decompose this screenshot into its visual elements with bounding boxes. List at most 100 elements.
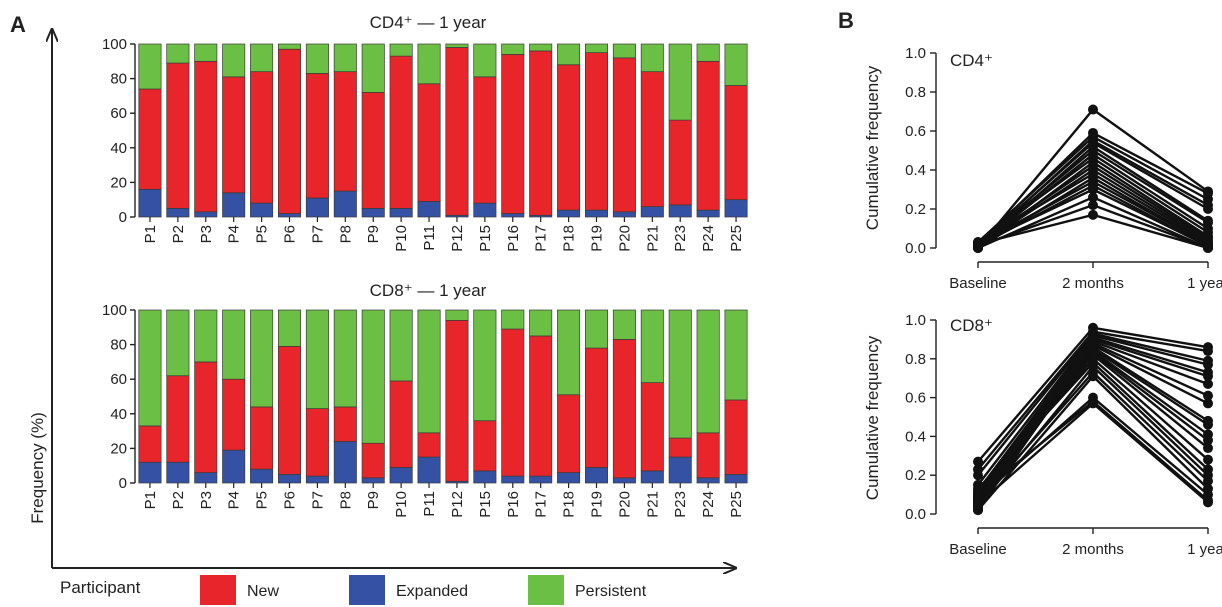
cd4-line-data-point <box>1088 200 1098 211</box>
cd8-ytick-label: 60 <box>110 371 127 388</box>
cd8-bar-expanded-p24 <box>696 477 720 484</box>
cd8-xtick-label: P17 <box>533 491 550 518</box>
cd4-bar-persistent-p23 <box>668 43 692 121</box>
cd8-bar-persistent-p19 <box>584 309 609 349</box>
cd4-ytick-label: 60 <box>110 105 127 122</box>
cd4-line-data-point <box>973 239 983 250</box>
cd4-bar-persistent-p7 <box>305 43 329 74</box>
cd4-bar-new-p19 <box>584 52 609 211</box>
cd4-bar-new-p9 <box>361 92 385 209</box>
cd8-line-ytick-label: 0.8 <box>905 351 926 368</box>
cd4-bar-persistent-p3 <box>194 43 218 62</box>
cd8-bar-persistent-p1 <box>138 309 162 427</box>
cd4-bar-expanded-p1 <box>138 188 162 218</box>
cd4-bar-new-p20 <box>612 57 636 213</box>
cd4-bar-new-p23 <box>668 119 692 206</box>
cd4-bar-expanded-p11 <box>417 201 441 218</box>
legend-label-new: New <box>247 583 279 600</box>
cd8-bar-new-p2 <box>166 375 190 463</box>
cd4-bar-persistent-p24 <box>696 43 720 62</box>
cd4-xtick-label: P6 <box>282 225 299 243</box>
cd8-bar-persistent-p7 <box>305 309 329 409</box>
cd8-bar-persistent-p17 <box>529 309 553 337</box>
cd4-line-xtick-label: 1 year <box>1187 275 1222 292</box>
cd4-bar-expanded-p24 <box>696 209 720 218</box>
cd4-line-ytick-label: 1.0 <box>905 45 926 62</box>
cd4-xtick-label: P21 <box>644 225 661 252</box>
cd4-bar-expanded-p4 <box>222 192 246 218</box>
legend-swatch-new <box>200 575 236 605</box>
cd8-bar-persistent-p8 <box>333 309 357 408</box>
cd4-bar-new-p25 <box>724 85 748 201</box>
cd4-line-ytick-label: 0.2 <box>905 201 926 218</box>
cd8-bar-persistent-p10 <box>389 309 413 382</box>
cd8-xtick-label: P11 <box>421 491 438 517</box>
cd4-cumulative-axis-label: Cumulative frequency <box>863 65 882 230</box>
cd8-stacked-bar-chart: CD8⁺ — 1 year 0 20 40 60 80 100 P1 P2 P3 P4 P5 P6 P7… <box>102 281 748 518</box>
cd4-xtick-label: P16 <box>505 225 522 252</box>
cd8-bar-expanded-p23 <box>668 456 692 484</box>
cd8-line-data-point <box>1203 346 1213 357</box>
cd8-line-data-point <box>1203 371 1213 382</box>
cd4-line-xtick-label: 2 months <box>1062 275 1124 292</box>
cd8-line-data-point <box>1203 359 1213 370</box>
cd8-ytick-label: 0 <box>119 475 127 492</box>
cd4-bar-persistent-p11 <box>417 43 441 85</box>
cd8-cumulative-axis-label: Cumulative frequency <box>863 335 882 500</box>
cd4-bar-expanded-p20 <box>612 211 636 218</box>
cd4-bar-expanded-p15 <box>473 202 497 218</box>
cd8-line-data-point <box>1203 379 1213 390</box>
cd4-bar-new-p11 <box>417 83 441 202</box>
cd4-xtick-label: P1 <box>142 225 159 243</box>
cd4-bar-persistent-p9 <box>361 43 385 93</box>
cd8-bar-expanded-p11 <box>417 456 441 484</box>
cd4-bar-new-p24 <box>696 60 720 211</box>
cd8-xtick-label: P23 <box>672 491 689 518</box>
cd8-line-data-point <box>1203 390 1213 401</box>
cd4-line-xtick-label: Baseline <box>949 275 1007 292</box>
cd4-bar-persistent-p4 <box>222 43 246 78</box>
cd8-bar-new-p20 <box>612 339 636 479</box>
cd4-xtick-label: P17 <box>533 225 550 252</box>
cd8-bar-expanded-p1 <box>138 461 162 484</box>
cd8-line-ytick-label: 0.4 <box>905 428 926 445</box>
cd8-bar-persistent-p23 <box>668 309 692 439</box>
cd8-line-xtick-label: 1 year <box>1187 541 1222 558</box>
cd4-line-data-point <box>1088 184 1098 195</box>
cd8-bar-new-p21 <box>640 382 664 472</box>
cd4-bar-expanded-p19 <box>584 209 609 218</box>
cd4-xtick-label: P25 <box>728 225 745 252</box>
cd8-xtick-label: P21 <box>644 491 661 518</box>
cd8-bar-expanded-p20 <box>612 477 636 484</box>
cd4-bar-expanded-p25 <box>724 199 748 218</box>
cd4-line-ytick-label: 0.6 <box>905 123 926 140</box>
cd4-line-data-point <box>1088 104 1098 115</box>
cd8-line-xtick-label: 2 months <box>1062 541 1124 558</box>
cd8-bar-expanded-p8 <box>333 441 357 484</box>
cd4-bar-persistent-p10 <box>389 43 413 57</box>
cd4-chart-title: CD4⁺ — 1 year <box>370 13 487 32</box>
cd4-bar-expanded-p8 <box>333 190 357 218</box>
cd8-bar-persistent-p9 <box>361 309 385 444</box>
cd4-xtick-label: P19 <box>589 225 606 252</box>
cd8-line-data-point <box>1203 419 1213 430</box>
legend-label-expanded: Expanded <box>396 583 468 600</box>
cd8-bar-persistent-p3 <box>194 309 218 363</box>
cd8-xtick-label: P6 <box>282 491 299 509</box>
cd4-bar-new-p6 <box>277 48 302 214</box>
cd8-xtick-label: P5 <box>254 491 271 509</box>
cd4-bar-persistent-p12 <box>445 43 469 48</box>
cd8-bar-expanded-p25 <box>724 474 748 484</box>
cd4-xtick-label: P9 <box>365 225 382 243</box>
cd8-line-data-point <box>973 489 983 500</box>
cd8-bar-expanded-p10 <box>389 467 413 484</box>
cd4-bar-persistent-p19 <box>584 43 609 53</box>
cd8-line-ytick-label: 0.2 <box>905 467 926 484</box>
cd4-xtick-label: P10 <box>393 225 410 252</box>
cd8-ytick-label: 80 <box>110 337 127 354</box>
cd4-bar-new-p1 <box>138 88 162 190</box>
cd4-xtick-label: P23 <box>672 225 689 252</box>
cd8-xtick-label: P8 <box>337 491 354 509</box>
cd8-bar-persistent-p5 <box>250 309 274 408</box>
